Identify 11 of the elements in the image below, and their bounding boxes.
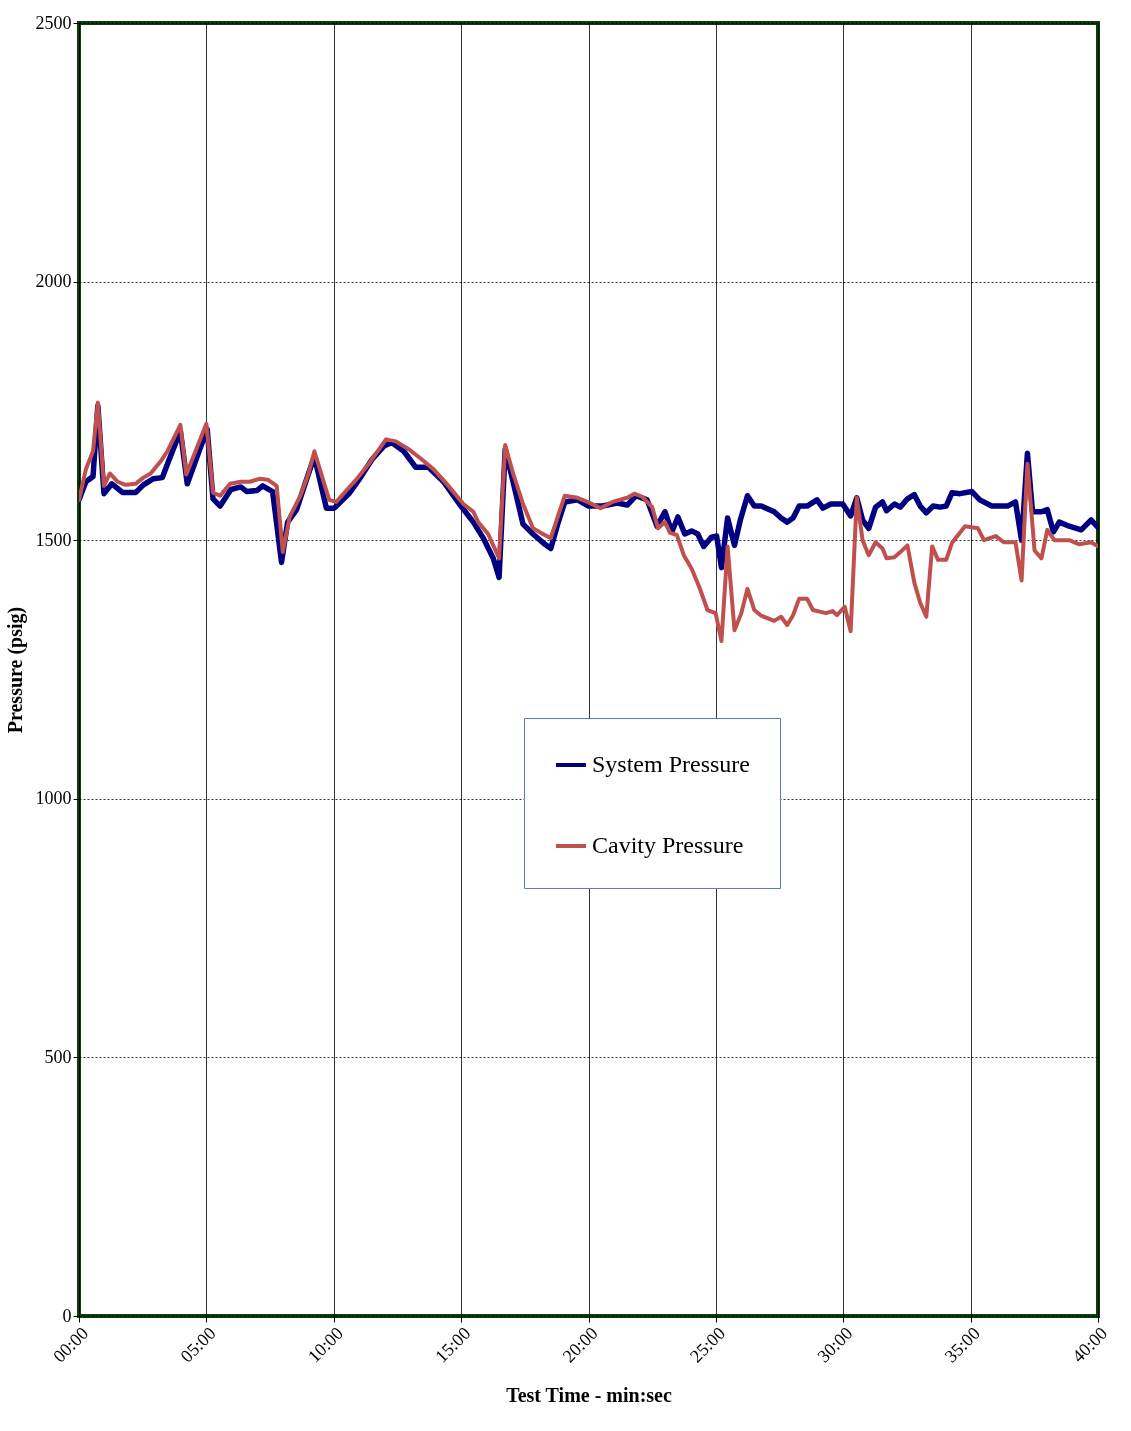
y-tick-label: 1000 bbox=[35, 788, 72, 809]
y-tick-label: 2500 bbox=[35, 12, 72, 33]
line-series bbox=[79, 400, 1098, 644]
legend-label: Cavity Pressure bbox=[592, 832, 744, 858]
y-tick-label: 2000 bbox=[35, 271, 72, 292]
legend-label: System Pressure bbox=[592, 751, 750, 777]
y-axis-title: Pressure (psig) bbox=[3, 606, 27, 734]
y-tick-label: 0 bbox=[62, 1305, 72, 1326]
y-tick-label: 1500 bbox=[35, 529, 72, 550]
y-tick-label: 500 bbox=[44, 1046, 72, 1067]
x-axis-title: Test Time - min:sec bbox=[506, 1384, 672, 1407]
